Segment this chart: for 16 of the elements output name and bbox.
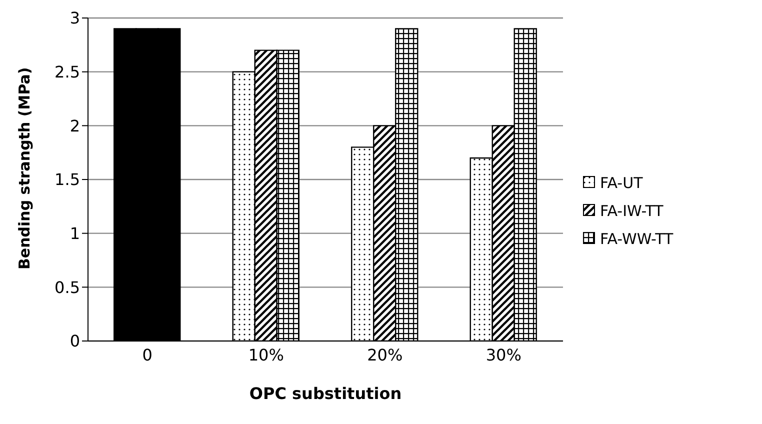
y-tick-label: 1.5 bbox=[54, 170, 80, 190]
y-tick-label: 3 bbox=[70, 8, 80, 28]
x-tick-label: 0 bbox=[142, 345, 152, 364]
x-tick-label: 30% bbox=[486, 345, 522, 364]
y-axis-title: Bending strangth (MPa) bbox=[15, 67, 34, 270]
legend-label: FA-UT bbox=[600, 174, 643, 192]
y-tick-label: 1 bbox=[70, 224, 80, 244]
x-tick-label: 20% bbox=[367, 345, 403, 364]
x-tick-label: 10% bbox=[248, 345, 284, 364]
y-tick-label: 0 bbox=[70, 332, 80, 351]
y-tick-label: 2.5 bbox=[54, 62, 80, 82]
legend-label: FA-WW-TT bbox=[600, 230, 674, 248]
y-tick-label: 0.5 bbox=[54, 278, 80, 297]
legend-label: FA-IW-TT bbox=[600, 202, 664, 220]
x-axis-title: OPC substitution bbox=[249, 384, 402, 403]
y-tick-label: 2 bbox=[70, 116, 80, 136]
